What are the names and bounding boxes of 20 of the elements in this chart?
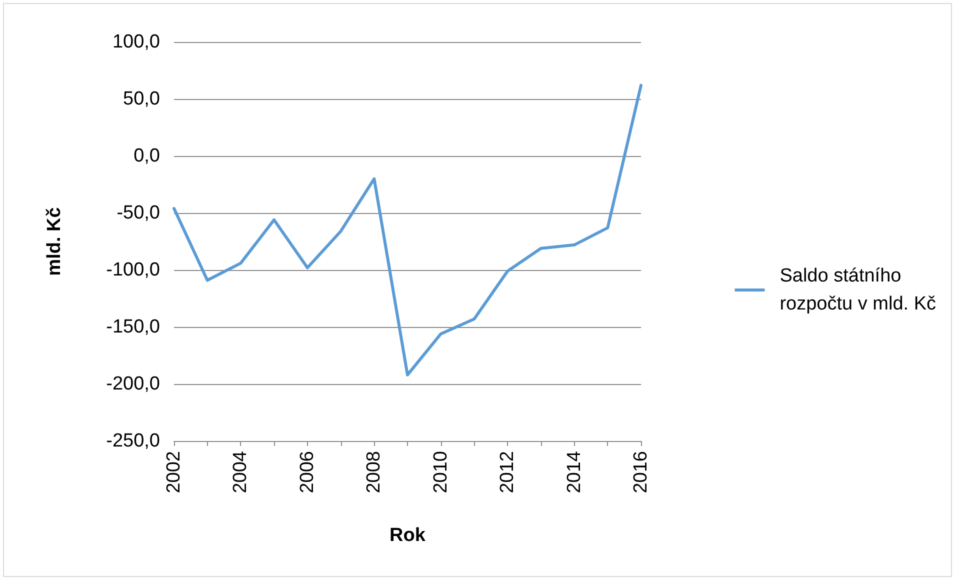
x-tick-label: 2002 bbox=[164, 451, 184, 494]
y-tick-label: -50,0 bbox=[116, 202, 160, 224]
x-tick-label: 2014 bbox=[564, 450, 585, 494]
x-tick-label: 2006 bbox=[296, 451, 318, 494]
legend-label: Saldo státního rozpočtu v mld. Kč bbox=[780, 266, 936, 314]
x-tick-label: 2010 bbox=[430, 451, 452, 494]
y-tick-label: -100,0 bbox=[106, 260, 160, 280]
y-axis-title: mld. Kč bbox=[44, 206, 65, 276]
x-axis-title: Rok bbox=[390, 525, 426, 546]
y-tick-label: -200,0 bbox=[106, 374, 160, 394]
y-tick-label: 0,0 bbox=[134, 146, 160, 166]
line-series bbox=[172, 84, 642, 376]
x-tick-label: 2012 bbox=[497, 451, 518, 494]
x-tick-label: 2004 bbox=[230, 450, 252, 494]
y-tick-label: 100,0 bbox=[112, 32, 160, 52]
y-tick-label: 50,0 bbox=[123, 88, 160, 110]
x-tick-label: 2008 bbox=[364, 451, 385, 494]
x-tick-label: 2016 bbox=[630, 451, 652, 494]
y-tick-label: -150,0 bbox=[106, 316, 160, 338]
y-tick-label: -250,0 bbox=[106, 430, 160, 452]
